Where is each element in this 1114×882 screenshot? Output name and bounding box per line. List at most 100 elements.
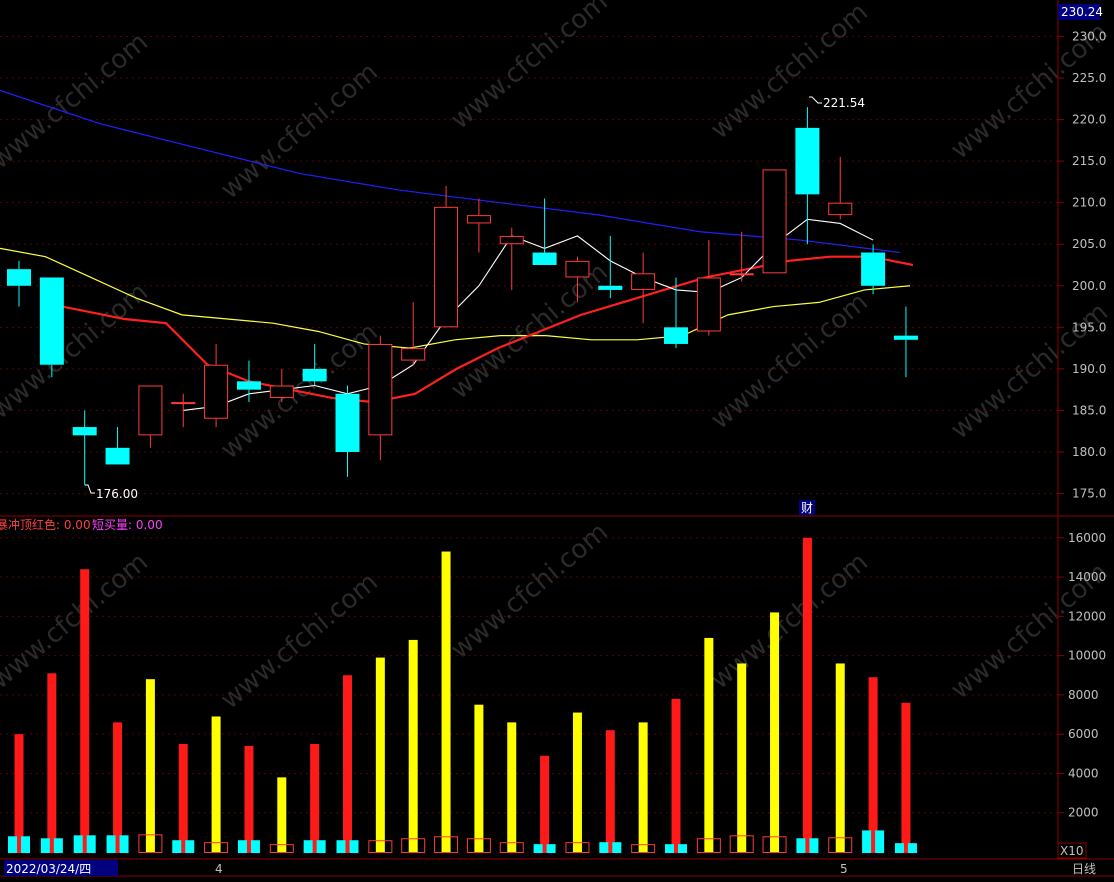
sub-bar	[21, 836, 30, 853]
volume-bar	[638, 722, 648, 853]
sub-bar-hollow	[434, 836, 459, 854]
sub-bar-hollow	[368, 840, 393, 853]
sub-bar	[8, 836, 17, 853]
watermark-text: www.cfchi.com	[445, 257, 614, 405]
ma5-line	[183, 218, 874, 411]
volume-bar	[408, 639, 418, 853]
volume-bar	[145, 679, 155, 853]
sub-bar	[862, 830, 872, 853]
volume-tick-label: 10000	[1068, 649, 1106, 663]
sub-bar	[349, 840, 359, 853]
candle	[664, 277, 688, 349]
candle-body-up	[499, 235, 524, 245]
y-tick-label: 175.0	[1072, 487, 1106, 501]
candle-body-up	[466, 215, 491, 224]
sub-bar	[894, 843, 904, 853]
sub-bar	[875, 830, 885, 853]
sub-bar-hollow	[466, 838, 491, 853]
sub-bar-hollow	[269, 844, 294, 854]
sub-bar	[533, 844, 543, 853]
candle-body-up	[762, 169, 787, 274]
volume-bar	[310, 743, 320, 853]
volume-axis-ticks: 2000 4000 6000 8000 10000 12000 14000 16000	[1058, 531, 1106, 820]
y-tick-label: 205.0	[1072, 237, 1106, 251]
candle	[466, 198, 491, 253]
secondary-volume-bars	[8, 830, 917, 854]
volume-bar	[835, 663, 845, 853]
candle-body-down	[664, 327, 688, 344]
watermark-text: www.cfchi.com	[215, 567, 384, 715]
news-marker-box	[799, 500, 815, 515]
candle	[401, 302, 426, 365]
period-label[interactable]: 日线	[1072, 862, 1096, 876]
volume-bar	[113, 722, 123, 853]
sub-bar-hollow	[204, 842, 229, 854]
ma20-line	[0, 247, 911, 349]
candle	[72, 410, 97, 486]
indicator-label-1: 暴冲顶红色: 0.00	[0, 517, 91, 532]
volume-bar	[80, 569, 90, 853]
sub-bar	[172, 840, 182, 853]
y-tick-label: 190.0	[1072, 362, 1106, 376]
volume-bar	[901, 702, 911, 853]
candle	[729, 231, 754, 282]
candle	[565, 256, 590, 303]
x10-label[interactable]: X10	[1060, 844, 1084, 858]
candle-body-up	[138, 385, 163, 436]
candle	[762, 169, 787, 274]
volume-bar	[244, 745, 254, 853]
candle-body-down	[105, 447, 130, 465]
sub-bar	[316, 840, 326, 853]
y-tick-label: 195.0	[1072, 320, 1106, 334]
sub-bar-hollow	[762, 836, 787, 854]
news-marker[interactable]: 财	[801, 501, 813, 515]
candle	[631, 252, 656, 324]
sub-bar-hollow	[631, 844, 656, 854]
candle-body-up	[401, 348, 426, 361]
candle-body-up	[204, 364, 229, 419]
y-tick-label: 230.0	[1072, 29, 1106, 43]
price-axis-ticks: 175.0 180.0 185.0 190.0 195.0 200.0 205.0 210.0…	[1058, 29, 1106, 501]
candle-body-down	[598, 285, 623, 290]
sub-bar	[907, 843, 917, 853]
watermark-text: www.cfchi.com	[0, 547, 154, 695]
ma60-line	[0, 89, 901, 254]
candle	[795, 107, 820, 245]
y-tick-label: 180.0	[1072, 445, 1106, 459]
candle-body-down	[39, 277, 64, 365]
candle	[499, 227, 524, 290]
date-label: 2022/03/24/四	[6, 862, 91, 876]
volume-tick-label: 4000	[1068, 766, 1099, 780]
candle-body-up	[565, 260, 590, 278]
volume-bar	[704, 637, 714, 853]
watermark-text: www.cfchi.com	[705, 0, 874, 145]
date-label-box	[4, 860, 118, 876]
volume-bar	[47, 673, 57, 853]
watermark-text: www.cfchi.com	[445, 517, 614, 665]
sub-bar	[303, 840, 313, 853]
sub-bar	[119, 835, 129, 853]
candle	[269, 368, 294, 403]
sub-bar	[86, 835, 96, 853]
watermark-text: www.cfchi.com	[0, 27, 154, 175]
candle-body-down	[72, 427, 97, 436]
candle-body-down	[236, 381, 261, 390]
sub-bar-hollow	[401, 838, 426, 853]
sub-bar	[185, 840, 195, 853]
y-tick-label: 210.0	[1072, 196, 1106, 210]
sub-bar-hollow	[499, 842, 524, 854]
high-annotation: 221.54	[809, 96, 865, 110]
x-label-may: 5	[840, 862, 848, 876]
candle-body-down	[335, 393, 360, 452]
candle-body-down	[7, 269, 31, 286]
sub-bar	[237, 840, 247, 853]
volume-bars	[14, 537, 911, 853]
sub-bar-hollow	[565, 842, 590, 854]
candle	[696, 240, 721, 336]
candle-body-up	[269, 385, 294, 398]
volume-tick-label: 12000	[1068, 609, 1106, 623]
volume-bar	[737, 663, 747, 853]
candle	[204, 343, 229, 428]
grid-lines	[0, 35, 1058, 814]
